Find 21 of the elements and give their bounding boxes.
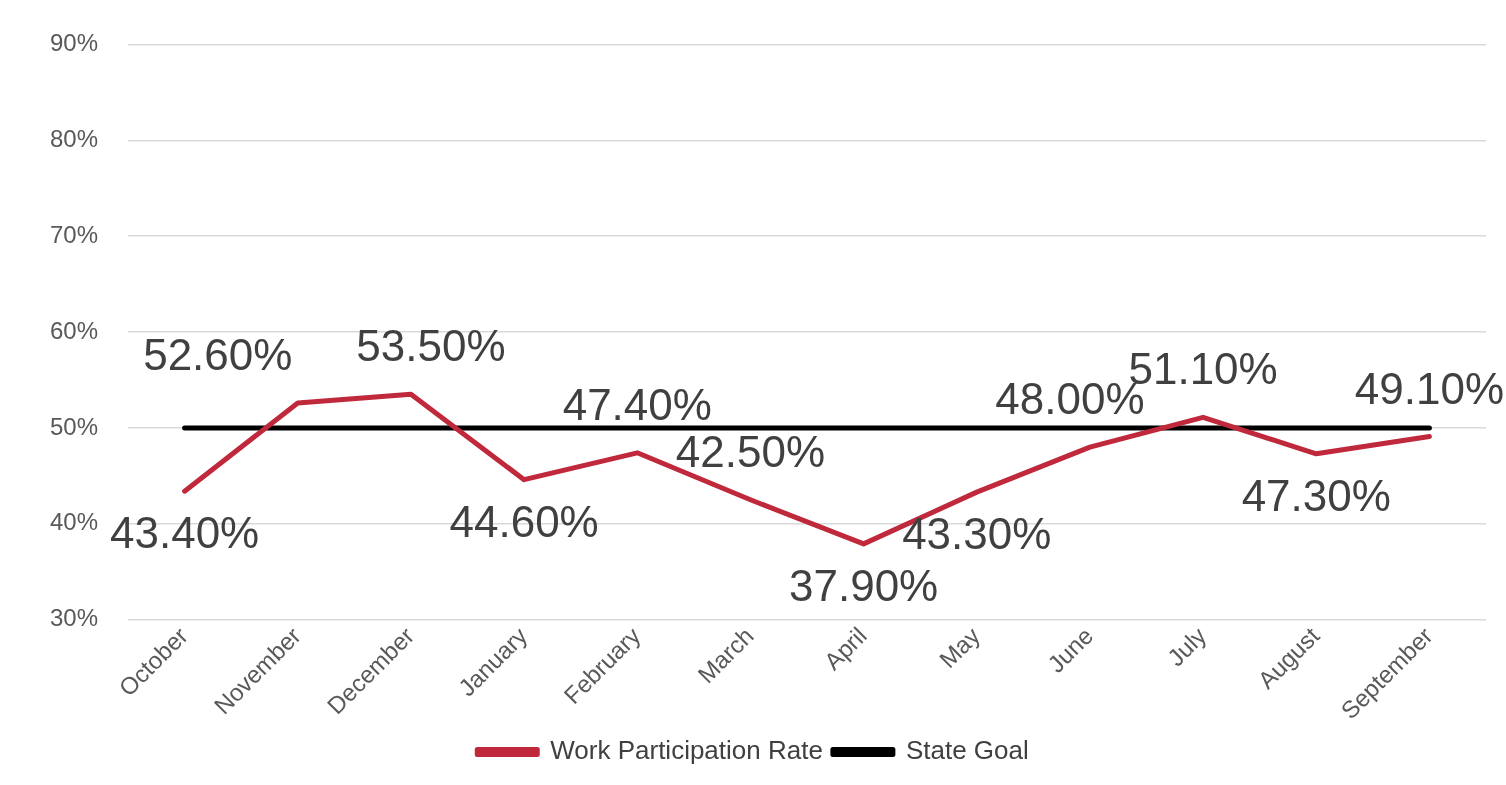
y-tick-label: 50% [49,412,99,440]
data-label: 44.60% [449,496,599,546]
data-label: 53.50% [356,321,506,371]
y-tick-label: 80% [49,124,99,152]
y-tick-label: 30% [49,604,99,632]
legend-label: Work Participation Rate [550,735,823,766]
data-label: 47.40% [562,379,712,429]
data-label: 42.50% [675,426,826,476]
data-label: 47.30% [1241,470,1391,520]
legend-label: State Goal [905,735,1029,766]
data-label: 52.60% [143,330,293,380]
x-tick-label: July [1162,621,1212,672]
y-tick-label: 70% [49,220,99,248]
data-label: 49.10% [1354,363,1504,413]
y-tick-label: 90% [49,29,99,57]
data-label: 43.40% [110,508,260,558]
x-tick-label: May [933,621,985,674]
data-label: 43.30% [902,509,1052,559]
y-tick-label: 40% [49,508,99,536]
y-tick-label: 60% [49,316,99,344]
data-label: 37.90% [788,561,939,611]
